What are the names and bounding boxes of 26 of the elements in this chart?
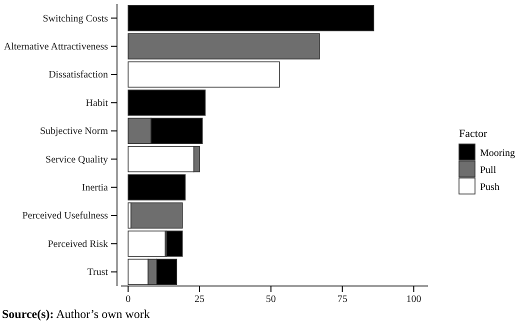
y-tick-label: Perceived Risk xyxy=(48,238,108,250)
bar xyxy=(128,174,186,200)
y-tick-label: Service Quality xyxy=(46,154,108,166)
y-tick-label: Alternative Attractiveness xyxy=(4,42,108,52)
bar xyxy=(128,61,280,88)
y-tick-label: Habit xyxy=(86,98,108,109)
y-tick-label: Trust xyxy=(87,267,108,278)
legend-label: Push xyxy=(480,182,500,193)
legend-label: Pull xyxy=(480,165,496,176)
bar xyxy=(128,33,320,60)
y-tick-label: Switching Costs xyxy=(42,13,108,24)
x-tick-label: 50 xyxy=(266,294,276,306)
y-tick-label: Perceived Usefulness xyxy=(22,210,108,222)
bar xyxy=(130,202,183,229)
x-tick-label: 0 xyxy=(126,294,131,306)
legend-title: Factor xyxy=(459,128,488,140)
y-tick-label: Subjective Norm xyxy=(40,126,108,138)
x-tick-label: 75 xyxy=(337,294,348,306)
x-tick-label: 25 xyxy=(194,294,205,306)
bar xyxy=(128,5,374,32)
legend-label: Mooring xyxy=(480,148,515,159)
source-note: Source(s): Author’s own work xyxy=(2,307,150,321)
bar xyxy=(128,90,206,116)
y-tick-label: Inertia xyxy=(82,182,109,194)
x-tick-label: 100 xyxy=(406,294,422,306)
y-tick-label: Dissatisfaction xyxy=(48,70,108,81)
